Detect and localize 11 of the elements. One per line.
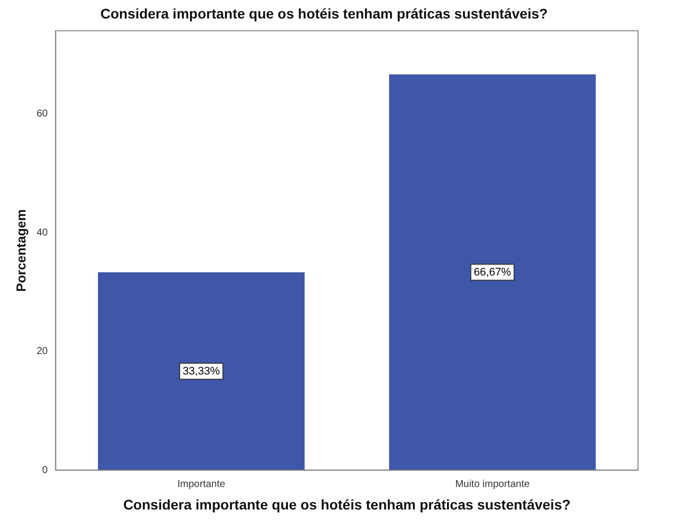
y-axis-title: Porcentagem [13,209,28,292]
x-tick-label: Muito importante [455,478,530,490]
chart-title: Considera importante que os hotéis tenham práticas sustentáveis? [100,5,548,22]
y-tick-label: 20 [36,346,48,358]
x-tick-label: Importante [177,478,226,490]
y-tick-label: 60 [36,108,48,120]
y-tick-label: 0 [42,464,48,476]
x-axis-title: Considera importante que os hotéis tenham práticas sustentáveis? [123,496,571,512]
data-label: 66,67% [474,266,512,278]
data-label: 33,33% [182,365,220,378]
y-tick-label: 40 [36,227,48,238]
